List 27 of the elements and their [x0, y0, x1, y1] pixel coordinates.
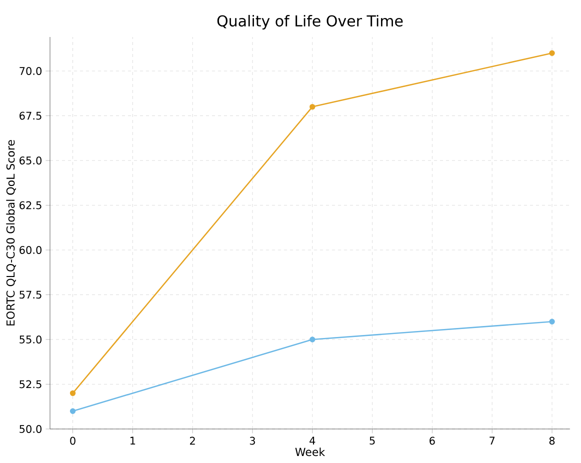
y-tick-label: 52.5 [20, 380, 42, 388]
x-tick-label: 5 [370, 436, 375, 445]
y-tick-label: 67.5 [20, 112, 42, 120]
x-tick-label: 6 [430, 436, 435, 445]
point [310, 104, 316, 110]
x-tick-label: 3 [250, 436, 255, 445]
y-tick-label: 57.5 [20, 290, 42, 299]
x-axis-title: Week [295, 448, 326, 456]
y-axis-title: EORTC QLQ-C30 Global QoL Score [6, 140, 16, 326]
y-tick-label: 70.0 [20, 67, 42, 75]
y-tick-label: 65.0 [20, 156, 42, 164]
y-tick-label: 50.0 [20, 425, 42, 433]
x-tick-label: 2 [190, 436, 195, 445]
point [549, 318, 555, 324]
x-tick-label: 0 [70, 436, 76, 445]
point [70, 390, 76, 396]
point [70, 408, 76, 414]
x-tick-label: 4 [310, 436, 316, 444]
point [549, 50, 555, 56]
y-tick-label: 60.0 [20, 246, 42, 254]
y-tick-label: 62.5 [20, 201, 42, 210]
point [310, 336, 316, 342]
y-tick-label: 55.0 [20, 336, 42, 344]
x-tick-label: 1 [130, 436, 136, 444]
x-tick-label: 8 [549, 436, 555, 445]
x-tick-label: 7 [490, 436, 495, 444]
chart-title: Quality of Life Over Time [217, 14, 403, 30]
